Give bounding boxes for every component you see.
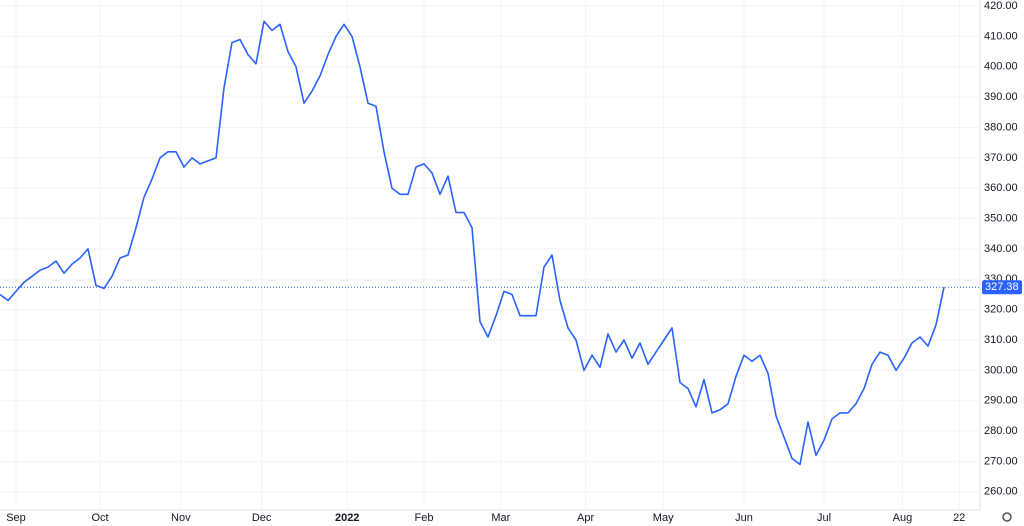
x-tick-label: 22 — [953, 512, 965, 524]
last-price-label: 327.38 — [985, 281, 1019, 293]
y-tick-label: 380.00 — [984, 121, 1018, 133]
y-tick-label: 410.00 — [984, 30, 1018, 42]
y-tick-label: 350.00 — [984, 212, 1018, 224]
settings-gear[interactable] — [1002, 512, 1012, 522]
x-tick-label: Sep — [6, 512, 26, 524]
settings-icon[interactable] — [1002, 512, 1012, 522]
x-tick-label: Nov — [171, 512, 191, 524]
y-tick-label: 260.00 — [984, 486, 1018, 498]
x-tick-label: Mar — [491, 512, 510, 524]
y-tick-label: 300.00 — [984, 364, 1018, 376]
y-tick-label: 360.00 — [984, 182, 1018, 194]
y-tick-label: 310.00 — [984, 334, 1018, 346]
x-tick-label: Apr — [577, 512, 594, 524]
x-tick-label: Aug — [893, 512, 913, 524]
last-price-box — [982, 280, 1022, 295]
y-tick-label: 290.00 — [984, 395, 1018, 407]
y-tick-label: 340.00 — [984, 243, 1018, 255]
x-tick-label: Oct — [91, 512, 108, 524]
x-tick-label: Jun — [735, 512, 753, 524]
y-tick-label: 280.00 — [984, 425, 1018, 437]
y-tick-label: 320.00 — [984, 304, 1018, 316]
y-tick-label: 270.00 — [984, 455, 1018, 467]
y-tick-label: 370.00 — [984, 152, 1018, 164]
y-tick-label: 420.00 — [984, 0, 1018, 12]
x-tick-label: 2022 — [335, 512, 359, 524]
x-tick-label: Jul — [817, 512, 831, 524]
x-tick-label: May — [653, 512, 674, 524]
grid — [0, 0, 980, 510]
price-line — [0, 20, 945, 466]
y-tick-label: 400.00 — [984, 61, 1018, 73]
x-tick-label: Dec — [252, 512, 272, 524]
x-tick-label: Feb — [415, 512, 434, 524]
y-tick-label: 390.00 — [984, 91, 1018, 103]
